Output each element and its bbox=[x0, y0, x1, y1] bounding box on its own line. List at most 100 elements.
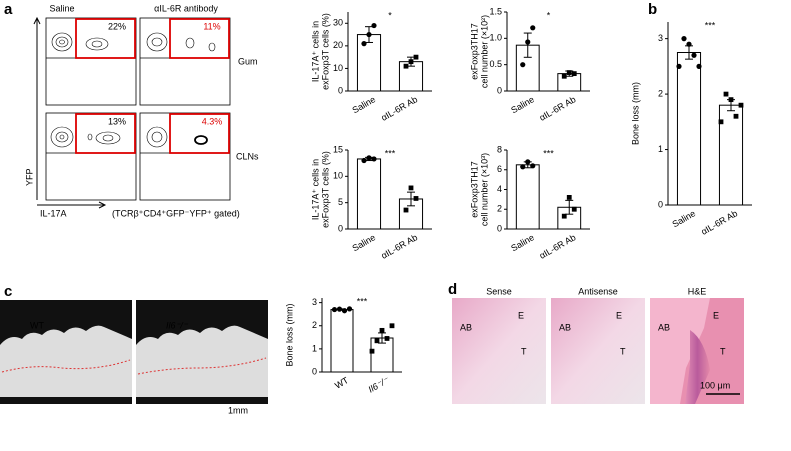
y-tick-label: 6 bbox=[497, 164, 502, 174]
region-label: E bbox=[518, 310, 524, 320]
y-tick-label: 15 bbox=[333, 144, 343, 154]
data-point bbox=[718, 119, 724, 125]
data-point bbox=[413, 196, 419, 201]
data-point bbox=[366, 31, 372, 38]
flow-percent: 22% bbox=[108, 21, 126, 31]
data-point bbox=[379, 327, 385, 333]
y-tick-label: 0 bbox=[497, 85, 502, 95]
data-point bbox=[346, 306, 353, 312]
y-tick-label: 1 bbox=[658, 144, 663, 154]
y-tick-label: 3 bbox=[658, 33, 663, 43]
data-point bbox=[389, 323, 395, 329]
x-tick-label: Saline bbox=[509, 232, 536, 253]
y-tick-label: 0 bbox=[338, 223, 343, 233]
y-tick-label: 10 bbox=[333, 63, 343, 73]
region-label: T bbox=[620, 346, 626, 356]
y-axis-label: Bone loss (mm) bbox=[630, 82, 640, 145]
flow-column: αIL-6R antibody bbox=[154, 3, 218, 13]
data-point bbox=[696, 63, 702, 69]
x-tick-label: αIL-6R Ab bbox=[538, 232, 578, 261]
significance: *** bbox=[385, 148, 396, 158]
data-point bbox=[723, 91, 729, 97]
data-point bbox=[525, 39, 531, 45]
y-tick-label: 3 bbox=[312, 297, 317, 307]
y-tick-label: 2 bbox=[658, 88, 663, 98]
y-tick-label: 0.5 bbox=[489, 59, 502, 69]
data-point bbox=[520, 62, 526, 68]
flow-percent: 4.3% bbox=[202, 116, 223, 126]
data-point bbox=[413, 54, 419, 60]
data-point bbox=[331, 306, 338, 313]
data-point bbox=[371, 156, 377, 162]
x-tick-label: Saline bbox=[671, 208, 698, 229]
x-tick-label: Saline bbox=[351, 232, 378, 253]
image-title: Sense bbox=[486, 286, 512, 296]
significance: *** bbox=[357, 296, 368, 306]
flow-column: Saline bbox=[49, 3, 74, 13]
data-point bbox=[374, 338, 380, 344]
data-point bbox=[369, 348, 375, 354]
data-point bbox=[733, 113, 739, 119]
panel-label: a bbox=[4, 1, 13, 18]
y-axis-label: exFoxp3T cells (%) bbox=[320, 151, 330, 228]
data-point bbox=[566, 70, 572, 75]
y-tick-label: 1 bbox=[312, 343, 317, 353]
y-tick-label: 30 bbox=[333, 18, 343, 28]
data-point bbox=[403, 63, 409, 69]
data-point bbox=[371, 22, 377, 29]
x-tick-label: αIL-6R Ab bbox=[699, 208, 739, 237]
x-tick-label: αIL-6R Ab bbox=[379, 232, 419, 261]
bar bbox=[515, 164, 540, 230]
region-label: AB bbox=[460, 322, 472, 332]
panel-label: c bbox=[4, 283, 12, 300]
micro-ct bbox=[0, 300, 268, 419]
data-point bbox=[530, 163, 536, 169]
flow-percent: 13% bbox=[108, 116, 126, 126]
data-point bbox=[408, 59, 414, 65]
flow-axes bbox=[33, 16, 107, 209]
y-tick-label: 2 bbox=[497, 204, 502, 214]
data-point bbox=[520, 164, 526, 170]
significance: *** bbox=[705, 20, 716, 30]
data-point bbox=[691, 52, 697, 58]
region-label: AB bbox=[559, 322, 571, 332]
y-tick-label: 1.0 bbox=[489, 33, 502, 43]
y-axis-label: IL-17A⁺ cells in bbox=[310, 21, 320, 82]
flow-plots bbox=[45, 17, 231, 201]
data-point bbox=[403, 207, 409, 213]
data-point bbox=[738, 102, 744, 108]
panel-label: b bbox=[648, 1, 657, 18]
scale-bar: 1mm bbox=[228, 405, 248, 415]
image-label: WT bbox=[30, 320, 44, 330]
region-label: T bbox=[720, 346, 726, 356]
bar bbox=[356, 34, 382, 92]
y-axis-label: exFoxp3TH17 bbox=[469, 23, 479, 80]
significance: * bbox=[388, 10, 392, 20]
region-label: AB bbox=[658, 322, 670, 332]
y-axis-label: exFoxp3T cells (%) bbox=[320, 13, 330, 90]
image-title: H&E bbox=[688, 286, 707, 296]
data-point bbox=[361, 157, 367, 164]
data-point bbox=[366, 155, 372, 161]
x-tick-label: WT bbox=[333, 375, 351, 391]
data-point bbox=[566, 195, 572, 200]
y-tick-label: 20 bbox=[333, 40, 343, 50]
y-axis-label: IL-17A⁺ cells in bbox=[310, 159, 320, 220]
significance: * bbox=[547, 10, 551, 20]
x-tick-label: αIL-6R Ab bbox=[538, 94, 578, 123]
y-axis-label: exFoxp3TH17 bbox=[469, 161, 479, 218]
data-point bbox=[408, 185, 414, 191]
data-point bbox=[384, 336, 390, 341]
data-point bbox=[341, 308, 348, 314]
y-axis-label: cell number (×10³) bbox=[479, 153, 489, 226]
histology bbox=[452, 298, 744, 404]
y-axis-label: cell number (×10²) bbox=[479, 15, 489, 88]
flow-row: CLNs bbox=[236, 151, 259, 161]
data-point bbox=[681, 36, 687, 42]
flow-percent: 11% bbox=[203, 21, 220, 31]
y-tick-label: 4 bbox=[497, 184, 502, 194]
data-point bbox=[530, 25, 536, 31]
bar bbox=[356, 158, 382, 230]
data-point bbox=[361, 41, 367, 47]
image-title: Antisense bbox=[578, 286, 618, 296]
